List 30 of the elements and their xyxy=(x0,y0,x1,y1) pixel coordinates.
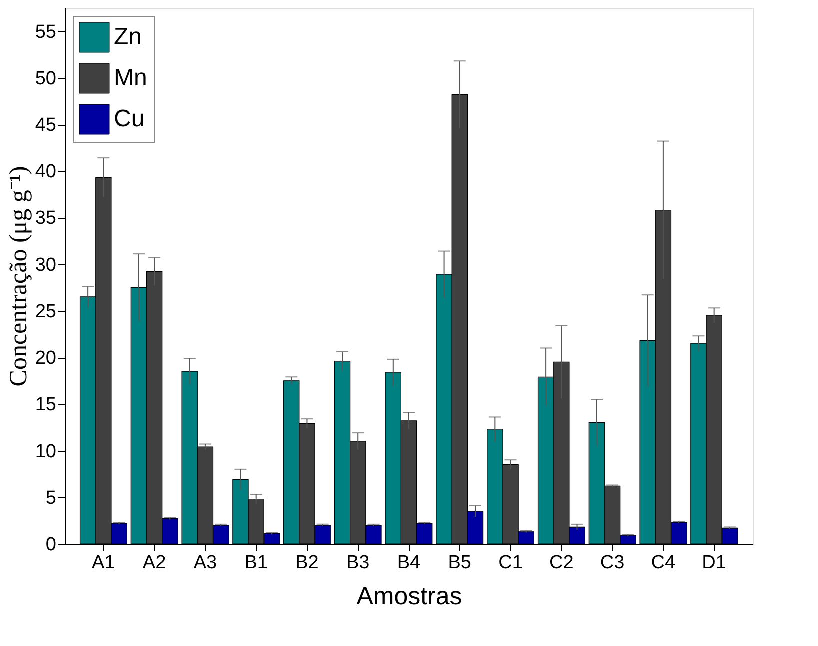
y-axis-title: Concentração (μg g⁻¹) xyxy=(5,166,32,387)
y-tick-label: 20 xyxy=(35,348,56,370)
x-tick-label: A2 xyxy=(142,552,166,574)
x-tick-label: D1 xyxy=(702,552,726,574)
y-tick-label: 50 xyxy=(35,68,56,90)
y-tick-label: 0 xyxy=(46,534,56,556)
x-tick-label: A1 xyxy=(92,552,116,574)
x-tick-label: B2 xyxy=(296,552,319,574)
x-tick-label: C1 xyxy=(498,552,523,574)
x-tick-label: C2 xyxy=(550,552,574,574)
x-tick-label: B4 xyxy=(397,552,422,574)
x-tick-label: B5 xyxy=(448,552,472,574)
x-tick-label: B3 xyxy=(346,552,370,574)
y-tick-label: 5 xyxy=(46,488,56,509)
x-axis-title: Amostras xyxy=(356,582,462,610)
y-tick-label: 40 xyxy=(35,162,56,183)
x-tick-label: B1 xyxy=(244,552,268,574)
x-tick-label: C3 xyxy=(600,552,625,574)
y-tick-label: 55 xyxy=(35,22,56,43)
y-tick-label: 10 xyxy=(35,441,56,462)
y-tick-label: 25 xyxy=(35,301,56,322)
y-tick-label: 15 xyxy=(35,394,56,416)
y-tick-label: 30 xyxy=(35,254,56,276)
legend-label: Cu xyxy=(114,106,145,132)
y-tick-label: 45 xyxy=(35,115,56,136)
x-tick-label: A3 xyxy=(194,552,218,574)
legend-label: Mn xyxy=(114,64,148,92)
y-tick-label: 35 xyxy=(35,208,56,230)
x-tick-label: C4 xyxy=(651,552,676,574)
legend-label: Zn xyxy=(114,24,142,50)
